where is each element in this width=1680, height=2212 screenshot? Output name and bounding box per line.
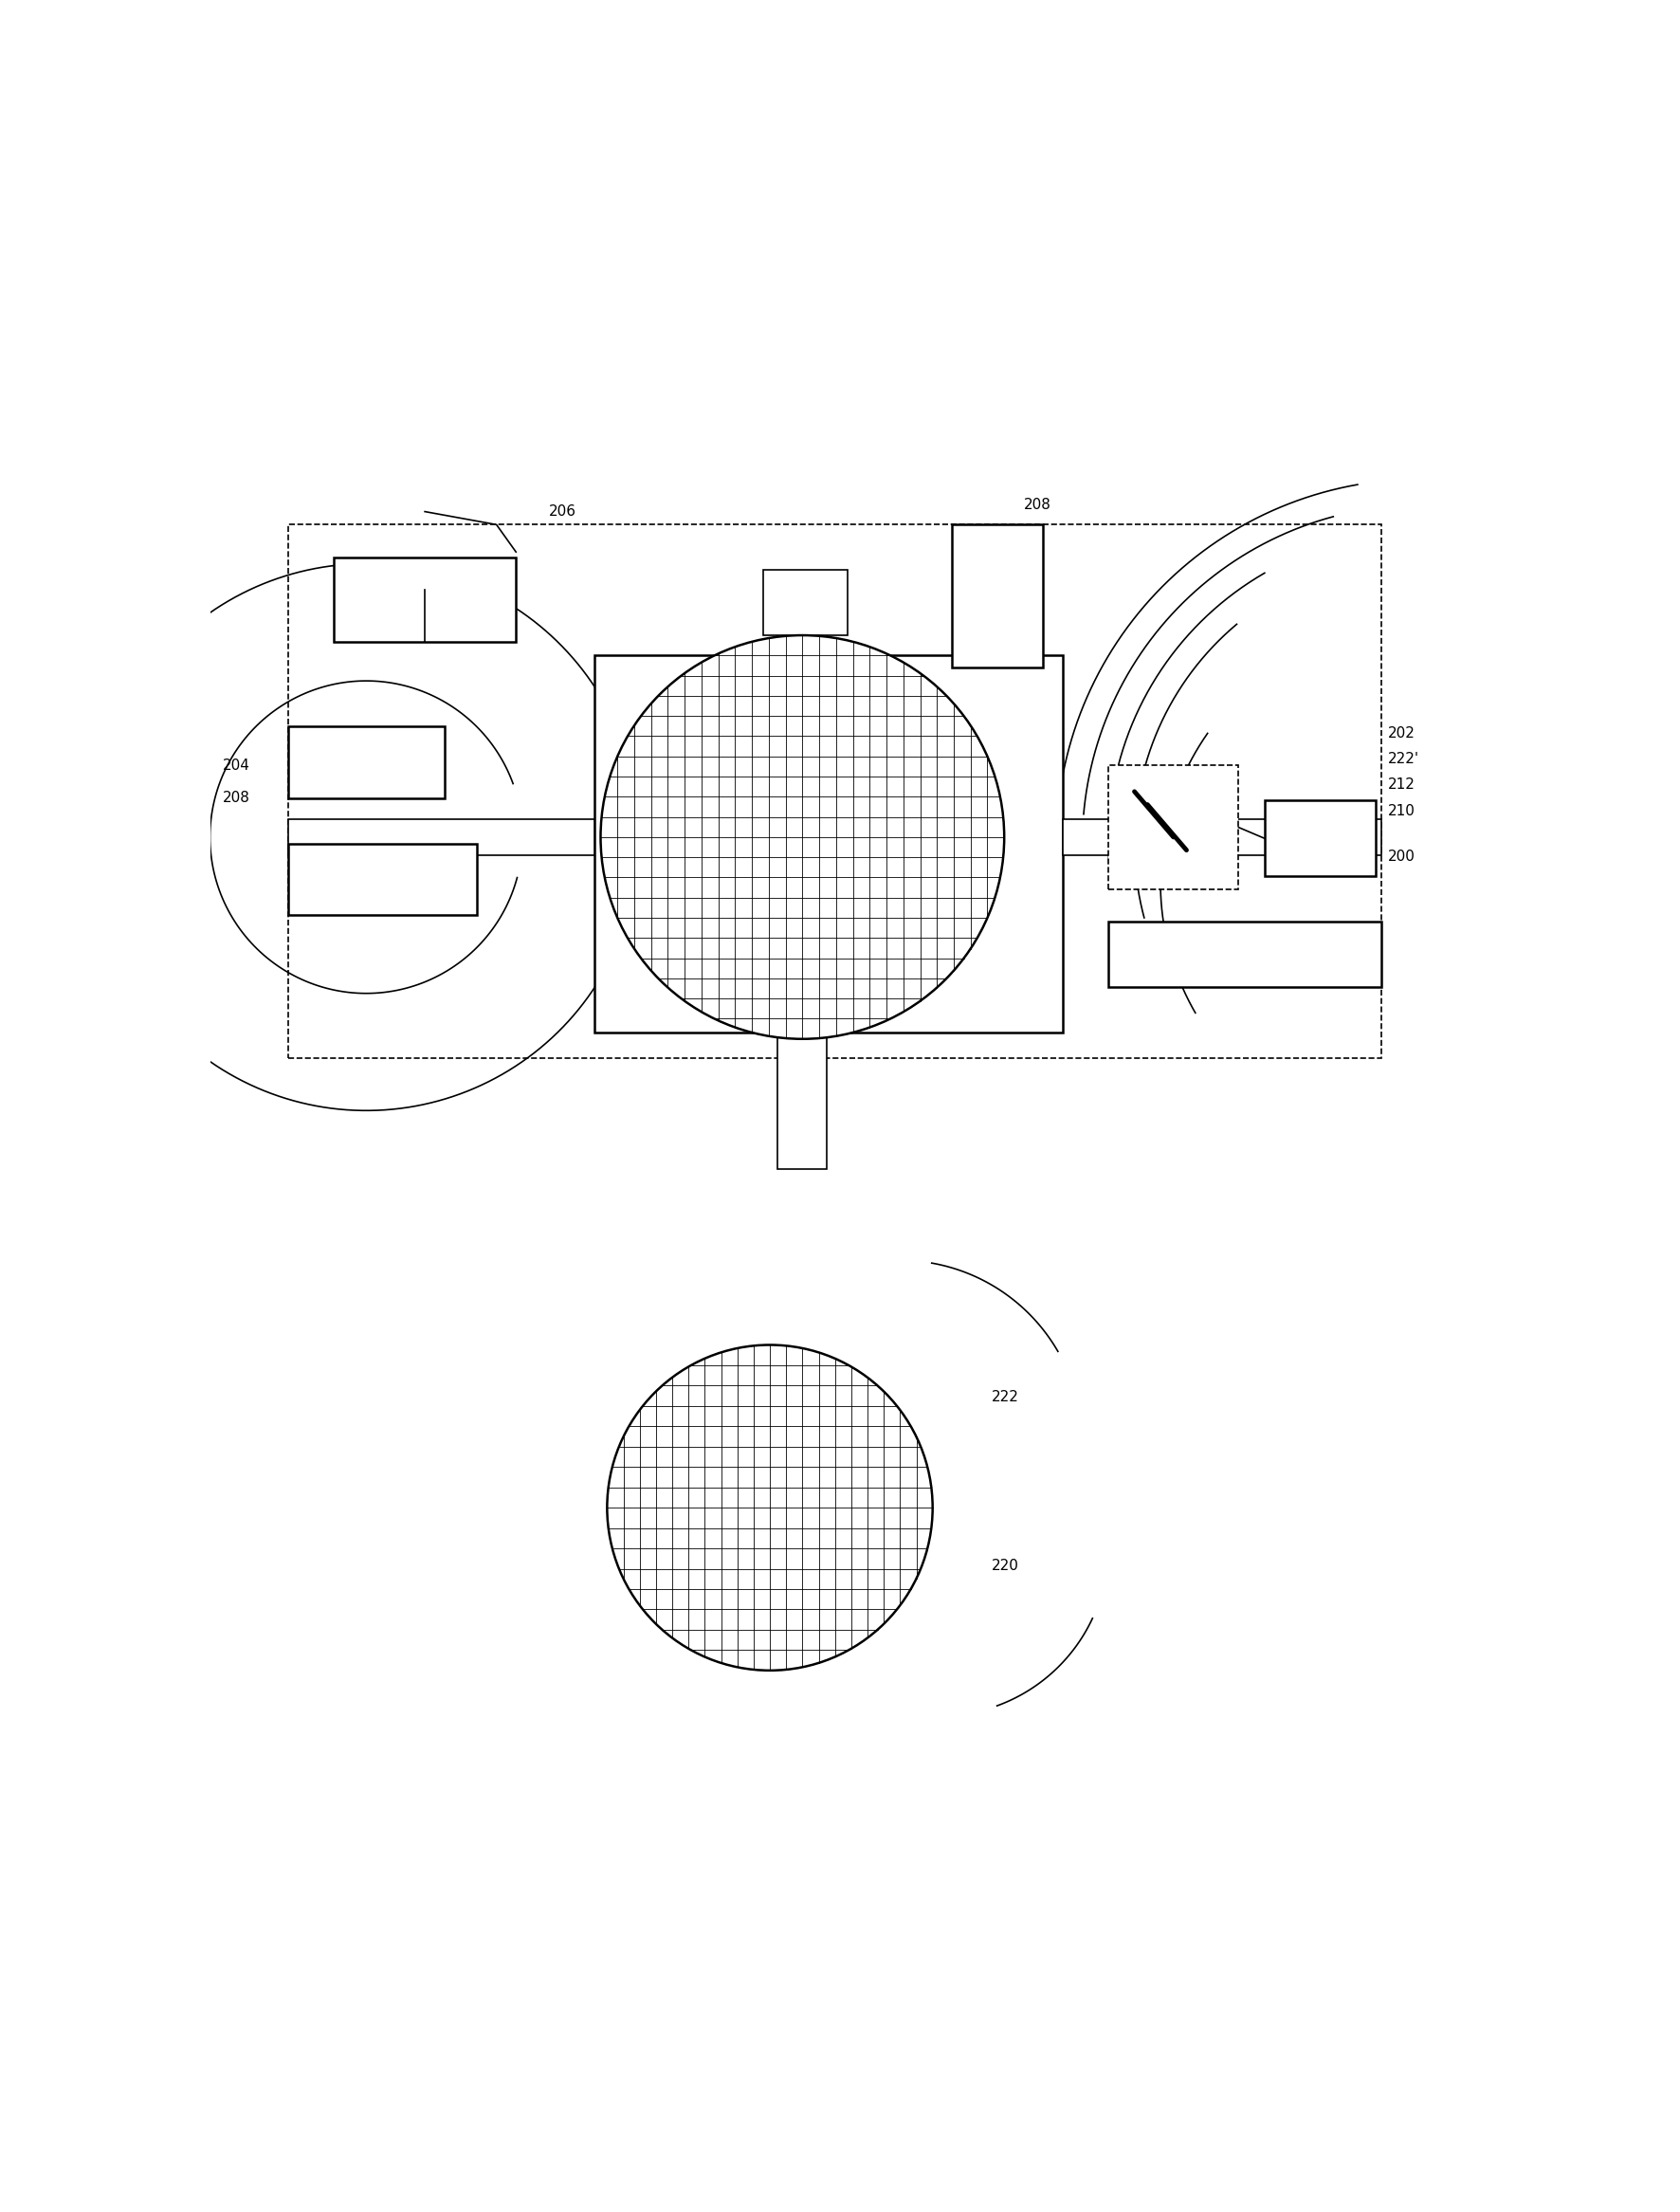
Text: 222: 222 [991, 1389, 1018, 1405]
Bar [778, 1033, 827, 1170]
Bar [289, 726, 444, 799]
Bar [289, 843, 477, 916]
Circle shape [601, 635, 1005, 1040]
Bar [778, 591, 827, 655]
Circle shape [606, 1345, 932, 1670]
Text: 202: 202 [1388, 726, 1416, 741]
Bar [1063, 818, 1381, 856]
Text: 208: 208 [1023, 498, 1052, 513]
Bar [595, 655, 1063, 1033]
Bar [334, 557, 516, 641]
Text: 220: 220 [991, 1559, 1018, 1573]
Text: 206: 206 [548, 504, 576, 518]
Bar [763, 571, 848, 635]
Text: 200: 200 [1388, 849, 1416, 863]
Bar [1109, 922, 1381, 987]
Bar [1265, 801, 1376, 876]
Bar [289, 524, 1381, 1060]
Bar [289, 818, 595, 856]
Bar [1109, 765, 1238, 889]
Text: 208: 208 [223, 792, 250, 805]
Text: 204: 204 [223, 759, 250, 772]
Text: 210: 210 [1388, 803, 1416, 818]
Text: 212: 212 [1388, 779, 1416, 792]
Bar [953, 524, 1043, 668]
Text: 222': 222' [1388, 752, 1420, 765]
